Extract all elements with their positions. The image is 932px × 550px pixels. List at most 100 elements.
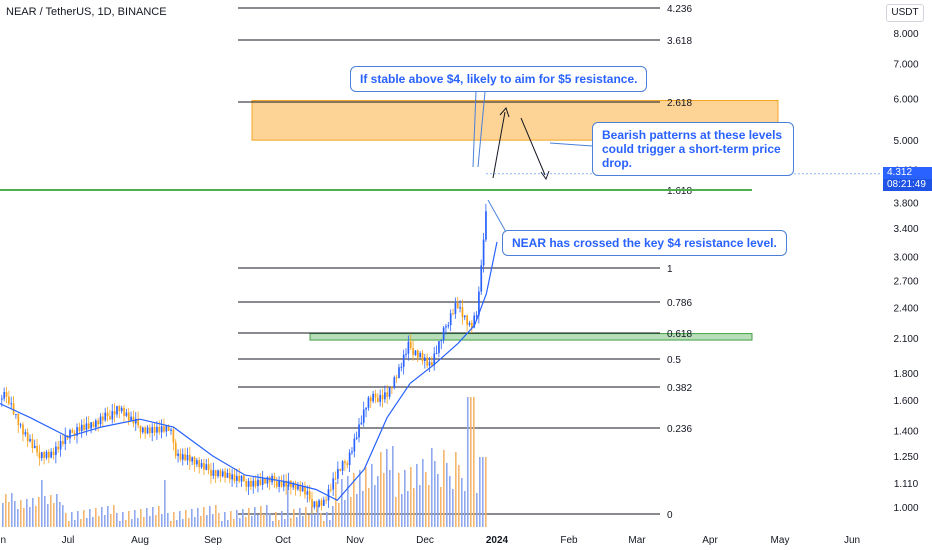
volume-bar	[161, 514, 163, 527]
candle-body	[240, 475, 243, 482]
volume-bar	[74, 520, 76, 527]
volume-bar	[320, 513, 322, 527]
candle-body	[57, 446, 60, 450]
fib-level-label: 2.618	[667, 98, 692, 109]
candle-body	[266, 477, 269, 484]
y-tick-label: 3.000	[893, 253, 918, 264]
candle-body	[149, 427, 151, 433]
candle-body	[346, 463, 349, 465]
candle-body	[221, 471, 224, 477]
volume-bar	[290, 518, 292, 527]
volume-bar	[101, 507, 103, 527]
candle-body	[369, 397, 372, 402]
candle-body	[365, 407, 367, 410]
candle-body	[292, 482, 295, 488]
volume-bar	[215, 505, 217, 527]
volume-bar	[134, 510, 136, 527]
volume-bar	[113, 505, 115, 527]
candle-body	[137, 418, 139, 426]
volume-bar	[20, 500, 22, 527]
volume-bar	[314, 514, 316, 527]
candle-body	[104, 412, 107, 421]
candle-body	[144, 427, 147, 434]
candle-body	[106, 412, 109, 417]
volume-bar	[368, 488, 370, 527]
candle-body	[142, 427, 144, 433]
volume-bar	[272, 521, 274, 527]
candle-body	[99, 416, 102, 425]
candle-body	[372, 393, 374, 402]
candle-body	[59, 441, 62, 450]
y-tick-label: 3.800	[893, 199, 918, 210]
candle-body	[22, 424, 24, 435]
candle-body	[330, 489, 332, 491]
candle-body	[438, 341, 440, 353]
volume-bar	[455, 452, 457, 527]
candle-body	[50, 451, 53, 458]
candle-body	[358, 424, 360, 438]
x-tick-label: Sep	[204, 535, 222, 546]
volume-bar	[230, 511, 232, 527]
candle-body	[391, 387, 393, 389]
volume-bar	[239, 518, 241, 527]
candle-body	[268, 477, 271, 483]
volume-bar	[371, 464, 373, 527]
candle-body	[43, 452, 45, 458]
candle-body	[344, 461, 346, 464]
volume-bar	[221, 521, 223, 527]
candle-body	[433, 353, 436, 366]
volume-bar	[167, 513, 169, 527]
volume-bar	[278, 520, 280, 527]
candle-body	[233, 474, 236, 481]
candle-body	[283, 480, 285, 487]
candle-body	[475, 315, 478, 317]
volume-bar	[401, 494, 403, 527]
candle-body	[355, 437, 358, 439]
volume-bar	[374, 485, 376, 527]
volume-bar	[35, 506, 37, 527]
candle-body	[318, 500, 320, 507]
volume-bar	[251, 516, 253, 527]
candle-body	[8, 396, 10, 404]
volume-bar	[428, 485, 430, 527]
volume-bar	[470, 397, 472, 527]
volume-bar	[212, 514, 214, 527]
candle-body	[412, 347, 414, 355]
candle-body	[398, 367, 400, 378]
candle-body	[15, 413, 17, 415]
projection-arrow-up	[492, 111, 506, 179]
candle-body	[339, 468, 342, 471]
volume-bar	[404, 470, 406, 527]
volume-bar	[158, 506, 160, 527]
volume-bar	[53, 503, 55, 527]
volume-bar	[266, 505, 268, 527]
volume-bar	[164, 480, 166, 527]
volume-bar	[281, 511, 283, 527]
fib-level-label: 1	[667, 264, 673, 275]
candle-body	[90, 422, 92, 429]
currency-selector[interactable]: USDT	[886, 4, 924, 22]
candle-body	[156, 426, 158, 433]
candle-body	[409, 341, 412, 348]
candle-body	[113, 411, 116, 415]
volume-bar	[263, 514, 265, 527]
candle-body	[87, 423, 90, 429]
fib-level-label: 0.236	[667, 424, 692, 435]
y-tick-label: 1.800	[893, 369, 918, 380]
candle-body	[280, 480, 283, 487]
volume-bar	[176, 520, 178, 527]
callout-pointer-stable-2	[477, 91, 486, 168]
candle-body	[120, 407, 123, 412]
volume-bar	[389, 470, 391, 527]
candle-body	[78, 427, 81, 432]
candle-body	[449, 313, 452, 326]
fib-level-label: 1.618	[667, 186, 692, 197]
volume-bar	[365, 467, 367, 527]
candle-body	[313, 501, 316, 508]
volume-bar	[29, 507, 31, 527]
candle-body	[193, 457, 196, 465]
volume-bar	[119, 521, 121, 527]
volume-bar	[188, 518, 190, 527]
volume-bar	[317, 505, 319, 527]
volume-bar	[191, 509, 193, 527]
